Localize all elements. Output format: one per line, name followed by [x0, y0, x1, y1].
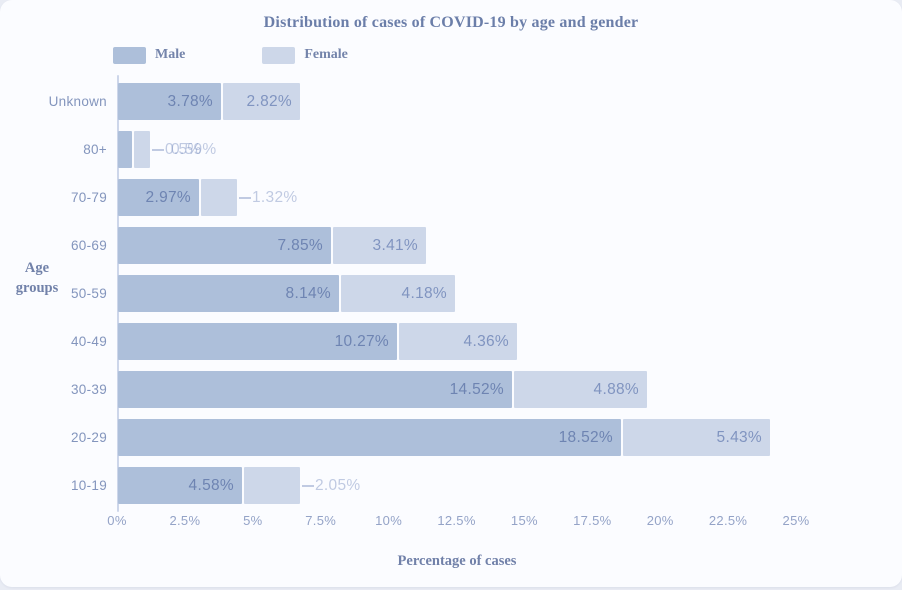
bar-segment-female[interactable]: [201, 179, 237, 216]
bar-segment-male[interactable]: 4.58%: [118, 467, 242, 504]
x-tick-label: 0%: [107, 513, 127, 528]
value-label-female: 1.32%: [252, 188, 298, 206]
value-label-female: 2.05%: [315, 476, 361, 494]
male-swatch-icon: [113, 46, 146, 64]
chart-row: 20-29 18.52% 5.43%: [0, 419, 902, 456]
value-label-female: 5.43%: [716, 428, 762, 446]
bar-segment-female[interactable]: 5.43%: [623, 419, 770, 456]
x-tick-label: 22.5%: [708, 513, 748, 528]
bar-segment-male[interactable]: 7.85%: [118, 227, 331, 264]
bar-segment-female[interactable]: 4.88%: [514, 371, 647, 408]
category-label: 10-19: [70, 478, 107, 493]
x-axis-ticks: 0% 2.5% 5% 7.5% 10% 12.5% 15% 17.5% 20% 22.5% 25%: [0, 513, 902, 531]
value-label-female: 2.82%: [246, 92, 292, 110]
chart-row: 40-49 10.27% 4.36%: [0, 323, 902, 360]
legend-item-female[interactable]: Female: [262, 46, 348, 64]
bar-stack: 0.5% 0.59%: [118, 131, 902, 168]
bar-segment-male[interactable]: [118, 131, 132, 168]
bar-stack: 7.85% 3.41%: [118, 227, 902, 264]
value-label-male: 2.97%: [145, 188, 191, 206]
bar-segment-female[interactable]: [134, 131, 150, 168]
label-leader-line: [239, 197, 251, 199]
value-label-male: 3.78%: [167, 92, 213, 110]
x-tick-label: 5%: [243, 513, 263, 528]
legend: Male Female: [113, 46, 348, 64]
chart-row: 30-39 14.52% 4.88%: [0, 371, 902, 408]
category-label: 50-59: [70, 286, 107, 301]
legend-item-male[interactable]: Male: [113, 46, 186, 64]
bar-segment-male[interactable]: 3.78%: [118, 83, 221, 120]
value-label-female: 3.41%: [372, 236, 418, 254]
label-leader-line: [152, 149, 164, 151]
chart-row: 10-19 4.58% 2.05%: [0, 467, 902, 504]
x-tick-label: 25%: [782, 513, 810, 528]
bar-segment-female[interactable]: 2.82%: [223, 83, 300, 120]
x-tick-label: 7.5%: [305, 513, 337, 528]
bar-segment-female[interactable]: [244, 467, 300, 504]
category-label: Unknown: [48, 94, 107, 109]
category-label: 20-29: [70, 430, 107, 445]
bar-stack: 14.52% 4.88%: [118, 371, 902, 408]
bar-stack: 18.52% 5.43%: [118, 419, 902, 456]
value-label-male: 10.27%: [334, 332, 389, 350]
value-label-male: 0.5%: [165, 140, 202, 158]
x-tick-label: 10%: [375, 513, 403, 528]
value-label-male: 7.85%: [277, 236, 323, 254]
x-tick-label: 12.5%: [437, 513, 476, 528]
chart-title: Distribution of cases of COVID-19 by age…: [263, 14, 639, 31]
bar-stack: 3.78% 2.82%: [118, 83, 902, 120]
value-label-female: 4.18%: [401, 284, 447, 302]
x-axis-title: Percentage of cases: [397, 553, 517, 569]
bar-segment-female[interactable]: 4.18%: [341, 275, 455, 312]
value-label-female: 4.36%: [463, 332, 509, 350]
bar-stack: 4.58% 2.05%: [118, 467, 902, 504]
bar-segment-female[interactable]: 4.36%: [399, 323, 517, 360]
chart-row: 50-59 8.14% 4.18%: [0, 275, 902, 312]
value-label-male: 14.52%: [449, 380, 504, 398]
bar-segment-male[interactable]: 10.27%: [118, 323, 397, 360]
bar-segment-male[interactable]: 18.52%: [118, 419, 621, 456]
category-label: 30-39: [70, 382, 107, 397]
label-leader-line: [302, 485, 314, 487]
plot-area: Unknown 3.78% 2.82% 80+ 0.5% 0.59% 70-79 2.97% 1…: [0, 83, 902, 515]
x-tick-label: 2.5%: [169, 513, 201, 528]
value-label-male: 4.58%: [188, 476, 234, 494]
x-tick-label: 20%: [646, 513, 674, 528]
y-axis-title: Age groups: [15, 260, 59, 296]
chart-row: 80+ 0.5% 0.59%: [0, 131, 902, 168]
bar-segment-male[interactable]: 14.52%: [118, 371, 512, 408]
legend-label-male: Male: [155, 47, 186, 62]
x-tick-label: 15%: [510, 513, 538, 528]
value-label-male: 8.14%: [285, 284, 331, 302]
female-swatch-icon: [262, 46, 296, 64]
category-label: 80+: [83, 142, 107, 157]
x-tick-label: 17.5%: [573, 513, 612, 528]
chart-row: Unknown 3.78% 2.82%: [0, 83, 902, 120]
category-label: 70-79: [70, 190, 107, 205]
bar-stack: 10.27% 4.36%: [118, 323, 902, 360]
value-label-female: 0.59%: [171, 140, 217, 158]
legend-label-female: Female: [304, 47, 348, 62]
value-label-female: 4.88%: [593, 380, 639, 398]
bar-segment-male[interactable]: 2.97%: [118, 179, 199, 216]
category-label: 40-49: [70, 334, 107, 349]
category-label: 60-69: [70, 238, 107, 253]
bar-stack: 2.97% 1.32%: [118, 179, 902, 216]
chart-row: 70-79 2.97% 1.32%: [0, 179, 902, 216]
value-label-male: 18.52%: [558, 428, 613, 446]
chart-row: 60-69 7.85% 3.41%: [0, 227, 902, 264]
bar-segment-female[interactable]: 3.41%: [333, 227, 426, 264]
bar-segment-male[interactable]: 8.14%: [118, 275, 339, 312]
bar-stack: 8.14% 4.18%: [118, 275, 902, 312]
